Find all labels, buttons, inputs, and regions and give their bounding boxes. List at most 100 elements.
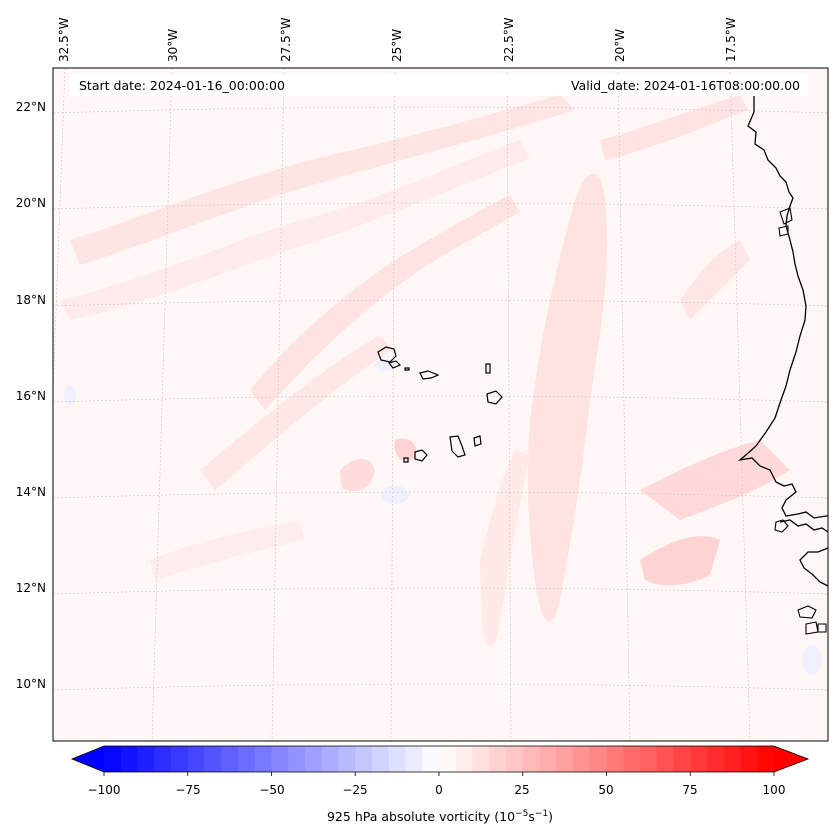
colorbar-segment: [204, 746, 222, 772]
longitude-gridline: [151, 68, 173, 741]
vorticity-band: [480, 450, 530, 647]
colorbar-tick: 100: [763, 783, 786, 797]
lon-label: 32.5°W: [57, 17, 71, 62]
vorticity-band: [60, 140, 530, 320]
lat-label: 16°N: [16, 389, 46, 403]
colorbar-segment: [355, 746, 373, 772]
vorticity-band: [680, 240, 750, 320]
colorbar-segment: [221, 746, 239, 772]
island-fogo: [414, 449, 428, 462]
guinea-bissau-coastline: [799, 547, 828, 587]
colorbar-segment: [606, 746, 624, 772]
lat-label: 12°N: [16, 581, 46, 595]
lon-label: 20°W: [613, 29, 627, 62]
island-sao-nicolau: [419, 370, 440, 380]
latitude-gridline: [53, 106, 828, 114]
coast-island: [774, 519, 789, 533]
lon-label: 30°W: [166, 29, 180, 62]
island-boa-vista: [486, 390, 503, 405]
lon-label: 17.5°W: [724, 17, 738, 62]
colorbar-tick: −50: [259, 783, 284, 797]
island-sao-vicente: [387, 360, 402, 369]
island-maio: [473, 435, 482, 447]
island-santiago: [449, 435, 466, 458]
colorbar-segment: [539, 746, 557, 772]
latitude-labels: 22°N 20°N 18°N 16°N 14°N 12°N 10°N: [16, 100, 46, 691]
colorbar-segment: [506, 746, 524, 772]
colorbar-segment: [288, 746, 306, 772]
colorbar-segment: [405, 746, 423, 772]
colorbar-tick: 0: [435, 783, 443, 797]
colorbar-max-extension: [774, 746, 808, 772]
vorticity-field: [60, 95, 822, 675]
colorbar-label: 925 hPa absolute vorticity (10−5s−1): [327, 809, 553, 824]
colorbar-tick: 50: [598, 783, 613, 797]
vorticity-blob: [394, 438, 417, 461]
colorbar-segment: [338, 746, 356, 772]
vorticity-blob: [381, 486, 409, 504]
cabo-verde-islands: [377, 346, 503, 463]
island-brava: [403, 457, 409, 463]
colorbar-segment: [489, 746, 507, 772]
colorbar-segment: [623, 746, 641, 772]
colorbar-segment: [422, 746, 440, 772]
colorbar-segment: [522, 746, 541, 772]
colorbar-segment: [187, 746, 206, 772]
lat-label: 14°N: [16, 485, 46, 499]
vorticity-band: [600, 95, 748, 160]
colorbar: [70, 745, 810, 776]
colorbar-segment: [707, 746, 725, 772]
bissagos-island: [797, 605, 817, 619]
vorticity-band: [150, 520, 305, 580]
colorbar-tick: 75: [682, 783, 697, 797]
colorbar-segment: [640, 746, 658, 772]
colorbar-segment: [154, 746, 172, 772]
colorbar-segment: [137, 746, 155, 772]
africa-coastline: [737, 90, 828, 519]
longitude-labels: 32.5°W 30°W 27.5°W 25°W 22.5°W 20°W 17.5…: [57, 17, 738, 62]
lon-label: 27.5°W: [279, 17, 293, 62]
longitude-gridline: [617, 68, 631, 741]
colorbar-segment: [455, 746, 474, 772]
colorbar-tick-labels: −100 −75 −50 −25 0 25 50 75 100: [88, 783, 786, 797]
island-santo-antao: [377, 346, 397, 363]
latitude-gridline: [53, 202, 828, 210]
colorbar-tick: −75: [175, 783, 200, 797]
longitude-gridline: [53, 68, 66, 400]
colorbar-segment: [254, 746, 273, 772]
graticule: [53, 68, 828, 741]
latitude-gridline: [53, 491, 828, 499]
colorbar-segment: [120, 746, 139, 772]
colorbar-segment: [439, 746, 457, 772]
latitude-gridline: [53, 683, 828, 691]
lat-label: 22°N: [16, 100, 46, 114]
vorticity-band: [250, 195, 520, 410]
lat-label: 18°N: [16, 293, 46, 307]
latitude-gridline: [53, 587, 828, 595]
vorticity-band: [200, 335, 392, 490]
coast-island: [778, 225, 789, 237]
longitude-gridline: [271, 68, 285, 741]
colorbar-tick: −25: [342, 783, 367, 797]
vorticity-blob: [64, 385, 76, 405]
latitude-gridline: [53, 299, 828, 307]
colorbar-segment: [740, 746, 758, 772]
colorbar-segment: [238, 746, 256, 772]
colorbar-segment: [690, 746, 708, 772]
lat-label: 20°N: [16, 196, 46, 210]
latitude-gridline: [53, 395, 828, 403]
colorbar-segment: [271, 746, 289, 772]
colorbar-segment: [573, 746, 591, 772]
colorbar-segment: [723, 746, 742, 772]
colorbar-segment: [321, 746, 340, 772]
vorticity-blob: [802, 645, 822, 675]
vorticity-band: [640, 440, 790, 520]
map-frame: [52, 67, 829, 742]
colorbar-segment: [388, 746, 407, 772]
colorbar-segment: [656, 746, 675, 772]
colorbar-tick: 25: [514, 783, 529, 797]
lat-label: 10°N: [16, 677, 46, 691]
info-strip: [70, 74, 808, 96]
longitude-gridline: [390, 68, 396, 741]
